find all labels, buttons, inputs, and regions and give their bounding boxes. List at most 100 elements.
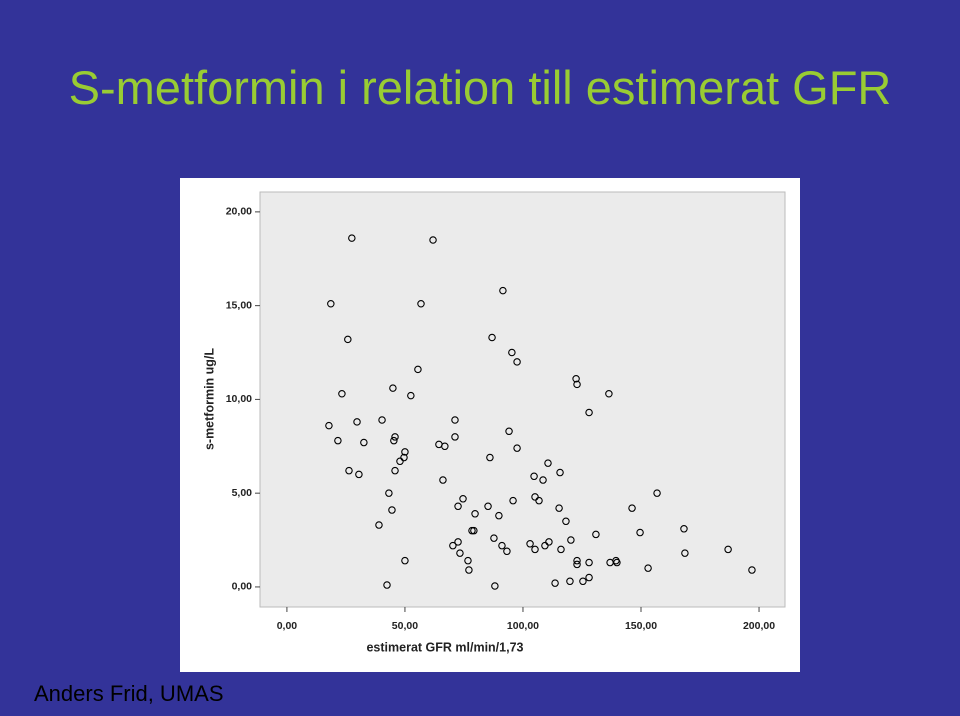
data-point bbox=[396, 457, 404, 466]
data-point bbox=[585, 573, 593, 582]
data-point bbox=[544, 459, 552, 467]
data-point bbox=[465, 566, 473, 574]
data-point bbox=[414, 365, 422, 374]
data-point bbox=[459, 495, 467, 503]
data-point bbox=[360, 438, 368, 447]
data-point bbox=[495, 511, 503, 520]
plot-area bbox=[259, 191, 786, 608]
data-point bbox=[353, 418, 361, 426]
data-point bbox=[327, 300, 335, 308]
data-point bbox=[490, 534, 498, 542]
data-point bbox=[555, 504, 563, 512]
data-point bbox=[566, 577, 574, 586]
data-point bbox=[653, 489, 661, 497]
data-point bbox=[557, 545, 565, 554]
y-tick-label: 20,00 bbox=[226, 206, 252, 218]
data-point bbox=[429, 236, 437, 244]
data-point bbox=[572, 375, 580, 383]
data-point bbox=[513, 358, 521, 366]
data-point bbox=[613, 558, 621, 567]
data-point bbox=[551, 579, 559, 587]
data-point bbox=[505, 427, 513, 436]
data-point bbox=[471, 510, 479, 518]
data-point bbox=[400, 453, 408, 462]
data-point bbox=[585, 408, 593, 417]
y-tick-label: 0,00 bbox=[232, 581, 253, 593]
data-point bbox=[388, 506, 396, 514]
data-point bbox=[531, 493, 539, 501]
data-point bbox=[748, 566, 756, 574]
data-point bbox=[389, 384, 397, 392]
x-tick-label: 150,00 bbox=[625, 620, 657, 632]
data-point bbox=[509, 496, 517, 505]
data-point bbox=[441, 442, 449, 451]
x-axis-title: estimerat GFR ml/min/1,73 bbox=[366, 640, 523, 654]
data-point bbox=[526, 540, 534, 548]
footer: Anders Frid, UMAS bbox=[34, 681, 224, 706]
y-tick-label: 5,00 bbox=[232, 487, 253, 499]
x-tick-label: 50,00 bbox=[392, 620, 418, 632]
data-point bbox=[585, 558, 593, 567]
data-point bbox=[338, 390, 346, 398]
x-tick-label: 0,00 bbox=[277, 620, 298, 632]
data-point bbox=[498, 541, 506, 550]
data-point bbox=[724, 545, 732, 554]
data-point bbox=[334, 436, 342, 445]
data-point bbox=[325, 421, 333, 430]
data-point bbox=[579, 577, 587, 586]
data-point bbox=[378, 416, 386, 424]
data-point bbox=[417, 300, 425, 308]
data-point bbox=[541, 541, 549, 550]
data-point bbox=[535, 496, 543, 505]
y-tick-label: 15,00 bbox=[226, 299, 252, 311]
data-point bbox=[383, 581, 391, 589]
data-point bbox=[348, 234, 356, 242]
data-point bbox=[344, 335, 352, 344]
x-tick-label: 200,00 bbox=[743, 620, 775, 632]
x-tick-label: 100,00 bbox=[507, 620, 539, 632]
data-point bbox=[407, 391, 415, 400]
data-point bbox=[484, 502, 492, 511]
data-point bbox=[488, 333, 496, 342]
data-point bbox=[454, 538, 462, 546]
data-point bbox=[345, 466, 353, 475]
data-point bbox=[401, 448, 409, 456]
data-point bbox=[451, 433, 459, 441]
data-point bbox=[449, 541, 457, 550]
y-tick-label: 10,00 bbox=[226, 393, 252, 405]
data-point bbox=[401, 556, 409, 565]
y-axis-title: s-metformin ug/L bbox=[202, 348, 216, 450]
data-point bbox=[605, 390, 613, 398]
data-point bbox=[573, 380, 581, 389]
data-point bbox=[491, 582, 499, 590]
data-point bbox=[531, 545, 539, 554]
data-point bbox=[391, 433, 399, 441]
data-point bbox=[508, 348, 516, 357]
data-point bbox=[562, 517, 570, 526]
data-point bbox=[573, 560, 581, 569]
data-point bbox=[513, 444, 521, 452]
data-point bbox=[556, 468, 564, 477]
data-point bbox=[454, 502, 462, 511]
data-point bbox=[644, 564, 652, 572]
data-point bbox=[545, 538, 553, 546]
data-point bbox=[636, 528, 644, 537]
data-point bbox=[391, 466, 399, 475]
data-point bbox=[355, 470, 363, 479]
data-point bbox=[439, 476, 447, 484]
data-point bbox=[499, 286, 507, 295]
data-point bbox=[486, 453, 494, 462]
chart: estimerat GFR ml/min/1,73 s-metformin ug… bbox=[180, 178, 800, 672]
data-point bbox=[530, 472, 538, 481]
slide-title: S-metformin i relation till estimerat GF… bbox=[68, 61, 892, 114]
data-point bbox=[375, 521, 383, 529]
data-point bbox=[680, 525, 688, 533]
data-point bbox=[503, 547, 511, 556]
data-point bbox=[628, 504, 636, 512]
data-point bbox=[573, 556, 581, 565]
data-point bbox=[464, 556, 472, 565]
data-point bbox=[456, 549, 464, 557]
data-point bbox=[470, 526, 478, 535]
data-point bbox=[592, 530, 600, 539]
